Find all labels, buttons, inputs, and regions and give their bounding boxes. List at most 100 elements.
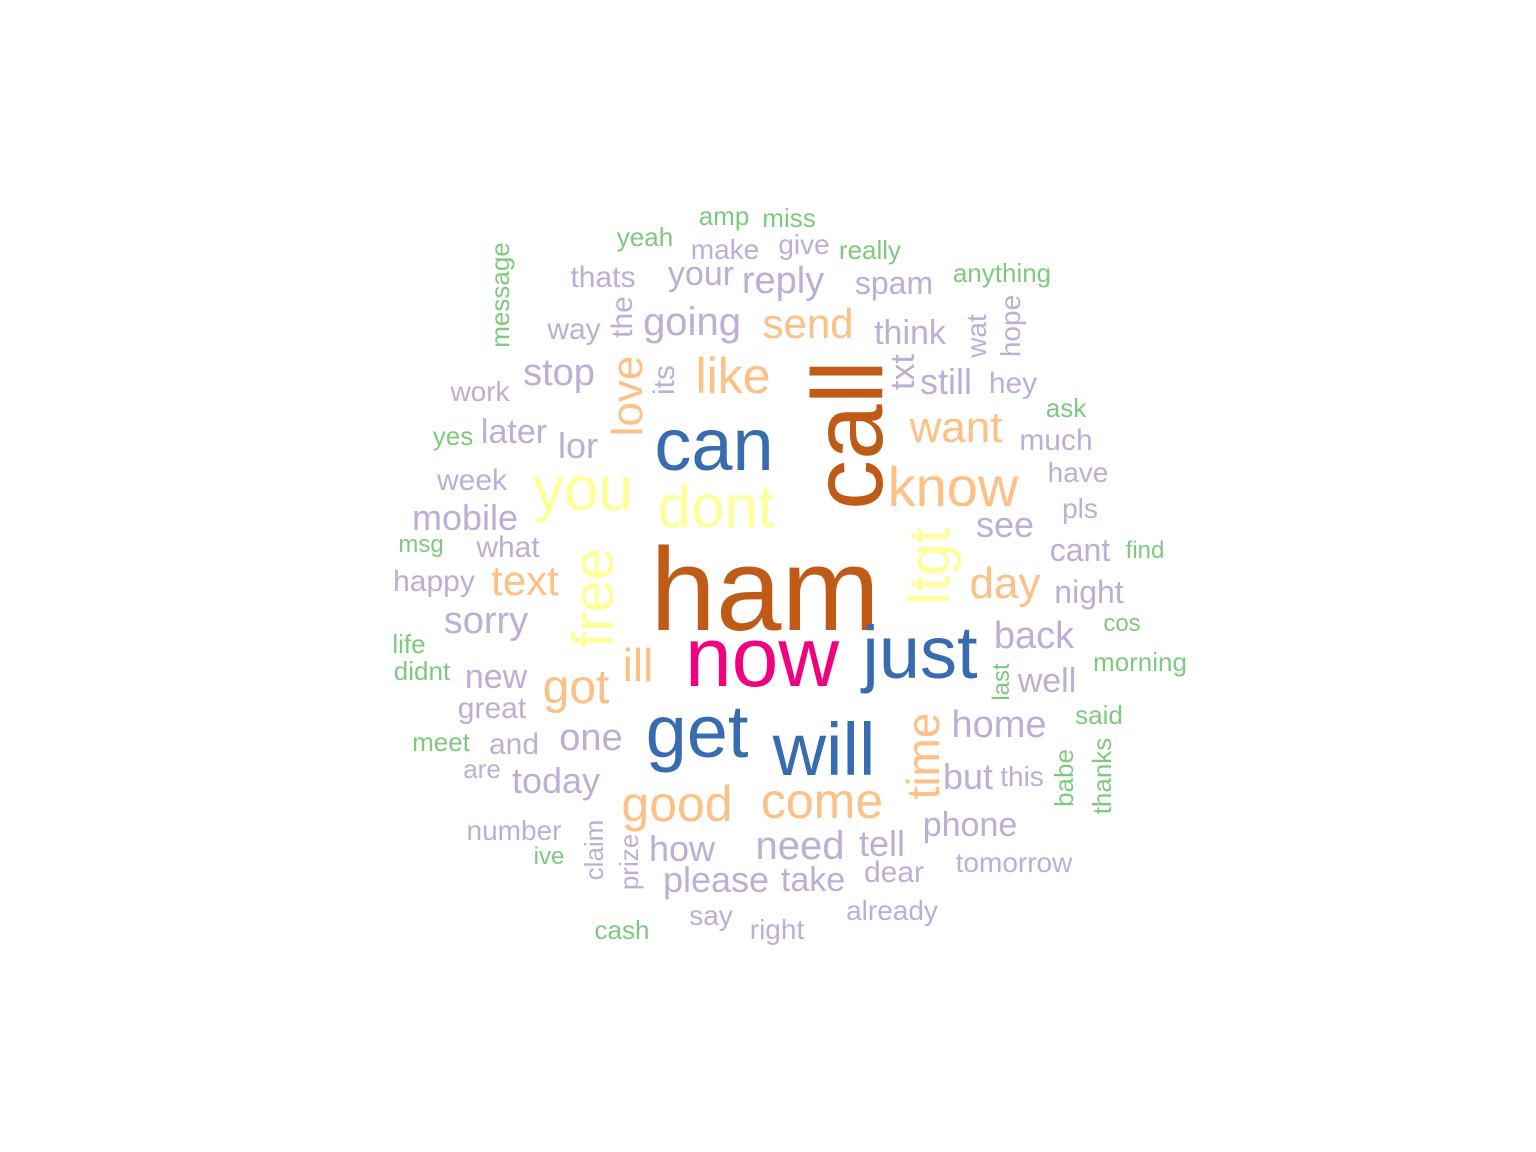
word-life: life (392, 629, 426, 659)
word-anything: anything (952, 258, 1052, 288)
word-thats: thats (570, 261, 636, 294)
word-ask: ask (1045, 393, 1087, 423)
word-back: back (993, 615, 1075, 657)
word-get: get (645, 690, 749, 773)
word-tell: tell (858, 823, 906, 864)
word-tomorrow: tomorrow (955, 847, 1073, 878)
word-pls: pls (1062, 493, 1098, 524)
word-happy: happy (393, 565, 475, 598)
word-want: want (909, 403, 1003, 452)
word-but: but (942, 756, 994, 797)
word-much: much (1019, 424, 1093, 457)
word-send: send (762, 300, 854, 347)
word-how: how (648, 828, 716, 869)
word-got: got (542, 661, 610, 714)
word-call: call (792, 359, 904, 511)
word-will: will (772, 708, 876, 791)
word-number: number (466, 815, 562, 846)
word-thanks: thanks (1087, 737, 1117, 815)
word-its: its (648, 365, 681, 395)
word-your: your (667, 255, 735, 293)
word-week: week (436, 464, 508, 497)
word-already: already (846, 895, 938, 926)
word-you: you (533, 455, 633, 524)
word-didnt: didnt (393, 656, 451, 686)
word-mobile: mobile (411, 497, 519, 538)
word-reply: reply (741, 260, 825, 302)
word-cant: cant (1049, 532, 1111, 568)
word-know: know (887, 455, 1019, 518)
word-take: take (780, 861, 846, 899)
word-stop: stop (523, 352, 595, 394)
word-one: one (559, 717, 623, 759)
word-claim: claim (579, 819, 609, 881)
word-last: last (988, 663, 1015, 701)
word-way: way (547, 313, 601, 346)
word-cos: cos (1103, 610, 1141, 637)
word-yeah: yeah (616, 222, 674, 252)
word-ltgt: ltgt (897, 527, 962, 605)
word-come: come (760, 773, 884, 829)
word-good: good (621, 776, 733, 832)
word-meet: meet (412, 727, 470, 757)
word-hey: hey (988, 367, 1038, 400)
word-right: right (749, 914, 805, 945)
word-free: free (561, 548, 626, 648)
word-hope: hope (995, 294, 1026, 358)
word-ive: ive (533, 843, 565, 870)
word-make: make (690, 234, 760, 265)
word-love: love (603, 355, 652, 437)
word-like: like (695, 348, 771, 404)
word-need: need (755, 824, 845, 868)
word-prize: prize (614, 833, 644, 891)
word-this: this (1000, 761, 1044, 792)
word-dear: dear (863, 856, 925, 889)
word-today: today (511, 760, 601, 801)
word-phone: phone (922, 806, 1018, 844)
word-see: see (975, 504, 1035, 545)
word-now: now (684, 610, 840, 704)
word-are: are (463, 754, 501, 784)
word-going: going (643, 300, 741, 344)
word-still: still (920, 361, 972, 402)
word-later: later (480, 413, 548, 451)
word-give: give (778, 229, 830, 260)
word-cash: cash (594, 915, 650, 945)
word-txt: txt (884, 354, 922, 390)
word-text: text (491, 557, 559, 604)
word-wat: wat (961, 314, 992, 358)
word-ham: ham (650, 524, 880, 656)
word-and: and (488, 728, 540, 761)
word-the: the (606, 296, 639, 338)
word-find: find (1125, 537, 1165, 564)
word-time: time (897, 712, 949, 800)
word-have: have (1047, 457, 1109, 488)
word-please: please (662, 859, 770, 900)
word-say: say (689, 900, 733, 931)
word-dont: dont (657, 473, 775, 540)
word-what: what (476, 531, 540, 564)
word-think: think (874, 314, 946, 352)
word-spam: spam (854, 265, 934, 301)
word-sorry: sorry (443, 600, 529, 642)
word-morning: morning (1093, 647, 1187, 677)
word-amp: amp (698, 201, 750, 231)
word-just: just (862, 611, 978, 694)
word-home: home (951, 704, 1047, 746)
word-great: great (457, 692, 527, 725)
word-yes: yes (432, 421, 474, 451)
word-new: new (464, 658, 528, 696)
word-well: well (1017, 662, 1077, 700)
word-really: really (838, 235, 902, 265)
word-day: day (969, 559, 1041, 608)
word-miss: miss (762, 203, 816, 233)
word-work: work (450, 376, 510, 407)
word-said: said (1075, 700, 1123, 730)
word-babe: babe (1049, 749, 1079, 807)
word-message: message (485, 242, 515, 348)
word-can: can (654, 403, 774, 486)
word-ill: ill (622, 639, 654, 691)
word-lor: lor (557, 425, 599, 466)
word-msg: msg (398, 531, 444, 558)
